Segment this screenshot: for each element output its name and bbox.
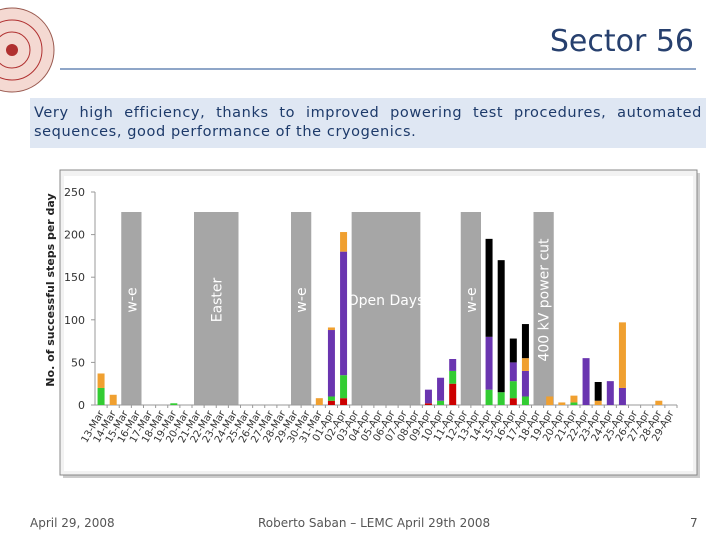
- bar-segment: [424, 389, 432, 404]
- bar-segment: [424, 403, 432, 405]
- shaded-band: [460, 212, 481, 405]
- bar-segment: [618, 322, 626, 388]
- bar-segment: [521, 370, 529, 397]
- bar-segment: [618, 387, 626, 405]
- y-axis-label: No. of successful steps per day: [44, 193, 57, 386]
- bar-segment: [327, 330, 335, 397]
- band-label: w-e: [294, 287, 310, 312]
- shaded-band: [291, 212, 312, 405]
- bar-segment: [170, 403, 178, 405]
- shaded-band: [351, 212, 421, 405]
- logo: [0, 7, 55, 93]
- title-rule: [60, 68, 696, 70]
- y-tick-label: 0: [78, 399, 85, 412]
- bar-segment: [315, 398, 323, 405]
- bar-segment: [497, 392, 505, 405]
- bar-segment: [570, 395, 578, 403]
- bar-segment: [521, 324, 529, 359]
- bar-segment: [485, 336, 493, 390]
- shaded-band: [194, 212, 239, 405]
- bar-segment: [509, 338, 517, 363]
- y-tick-label: 50: [71, 356, 85, 369]
- bar-segment: [509, 398, 517, 405]
- bar-segment: [485, 238, 493, 337]
- bar-segment: [582, 358, 590, 405]
- bar-segment: [97, 373, 105, 388]
- band-label: Open Days: [348, 293, 425, 309]
- bar-segment: [606, 381, 614, 405]
- page-number: 7: [690, 516, 698, 530]
- slide-title: Sector 56: [549, 24, 694, 59]
- band-label: 400 kV power cut: [537, 238, 553, 362]
- bar-segment: [327, 327, 335, 331]
- y-tick-label: 150: [64, 271, 85, 284]
- bar-segment: [437, 377, 445, 401]
- bar-segment: [655, 400, 663, 405]
- bar-segment: [449, 358, 457, 371]
- shaded-band: [533, 212, 554, 405]
- footer-date: April 29, 2008: [30, 516, 115, 530]
- bar-segment: [109, 394, 117, 405]
- bar-segment: [340, 232, 348, 252]
- y-tick-label: 200: [64, 229, 85, 242]
- bar-segment: [509, 381, 517, 399]
- bar-segment: [570, 402, 578, 405]
- bar-segment: [340, 375, 348, 399]
- bar-segment: [340, 251, 348, 376]
- y-tick-label: 100: [64, 314, 85, 327]
- bar-segment: [509, 362, 517, 382]
- bar-segment: [594, 381, 602, 401]
- band-label: w-e: [124, 287, 140, 312]
- bar-segment: [521, 358, 529, 371]
- bar-segment: [449, 383, 457, 405]
- bar-segment: [558, 402, 566, 405]
- bar-segment: [327, 396, 335, 401]
- bar-segment: [497, 260, 505, 393]
- bar-segment: [546, 396, 554, 405]
- band-label: w-e: [464, 287, 480, 312]
- summary-text: Very high efficiency, thanks to improved…: [30, 98, 706, 148]
- footer-author: Roberto Saban – LEMC April 29th 2008: [258, 516, 491, 530]
- bar-segment: [521, 396, 529, 405]
- band-label: Easter: [209, 277, 225, 322]
- bar-segment: [449, 370, 457, 384]
- bar-segment: [327, 400, 335, 405]
- bar-segment: [594, 400, 602, 405]
- bar-segment: [340, 398, 348, 405]
- bar-segment: [485, 389, 493, 405]
- bar-segment: [437, 400, 445, 405]
- bar-segment: [97, 387, 105, 405]
- y-tick-label: 250: [64, 186, 85, 199]
- shaded-band: [121, 212, 142, 405]
